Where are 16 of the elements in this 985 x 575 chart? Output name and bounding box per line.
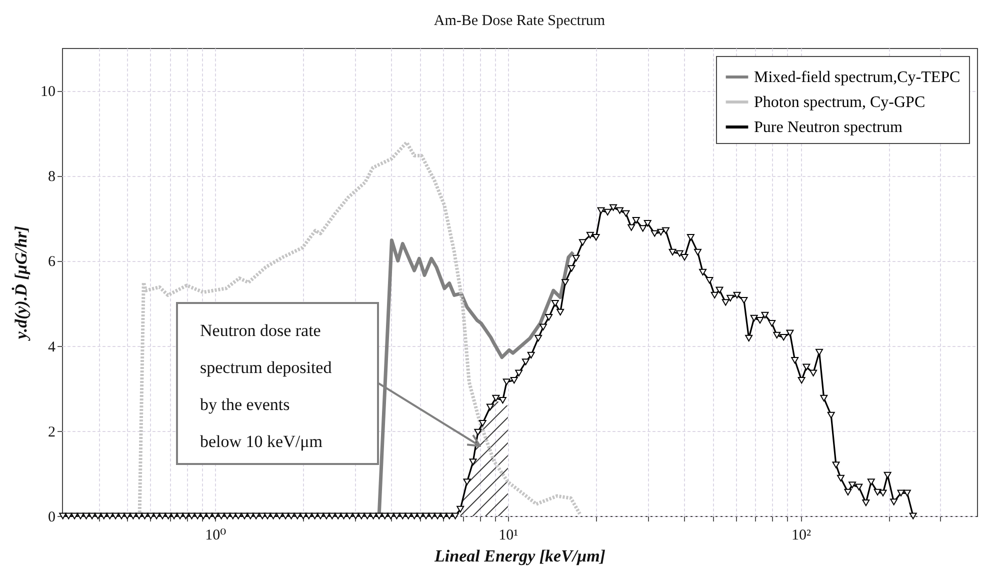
y-tick-label: 6 (48, 254, 56, 270)
chart-title: Am-Be Dose Rate Spectrum (434, 13, 606, 29)
annotation: Neutron dose rate spectrum deposited by the events below 10 keV/μm (200, 321, 332, 451)
x-tick-label: 10² (791, 528, 812, 544)
y-axis-title: y.d(y).Ḋ [μG/hr] (12, 226, 30, 342)
y-tick-label: 0 (48, 510, 56, 526)
x-axis-title: Lineal Energy [keV/μm] (434, 546, 606, 566)
legend-label: Mixed-field spectrum,Cy-TEPC (754, 69, 960, 86)
legend-label: Pure Neutron spectrum (754, 119, 903, 136)
legend-label: Photon spectrum, Cy-GPC (754, 94, 926, 111)
x-tick-label: 10⁰ (205, 528, 226, 544)
y-tick-label: 2 (48, 424, 56, 440)
y-tick-label: 8 (48, 169, 56, 186)
x-tick-label: 10¹ (498, 528, 518, 544)
y-tick-label: 10 (40, 84, 56, 100)
y-tick-label: 4 (48, 339, 56, 356)
